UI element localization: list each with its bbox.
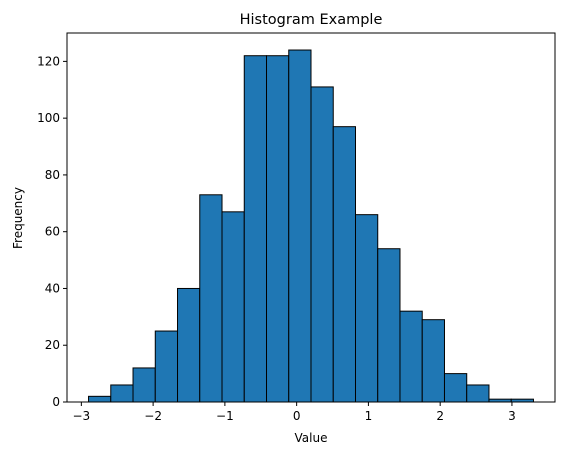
- histogram-bar: [110, 384, 134, 403]
- histogram-bar: [399, 310, 423, 403]
- x-tick-label: −3: [73, 409, 91, 423]
- x-axis-label: Value: [295, 431, 328, 445]
- histogram-bar: [266, 55, 290, 403]
- y-tick-label: 120: [37, 54, 60, 68]
- histogram-bar: [154, 330, 179, 403]
- histogram-bar: [288, 49, 312, 403]
- y-axis-label: Frequency: [11, 187, 25, 249]
- histogram-bar: [466, 384, 490, 403]
- y-tick-label: 60: [45, 225, 60, 239]
- x-tick-label: −2: [144, 409, 162, 423]
- y-tick-label: 20: [45, 338, 60, 352]
- histogram-bar: [177, 287, 201, 403]
- x-tick-label: 3: [508, 409, 516, 423]
- x-tick-label: 2: [436, 409, 444, 423]
- y-tick-label: 40: [45, 281, 60, 295]
- bars-group: [88, 49, 534, 403]
- histogram-bar: [421, 319, 445, 403]
- histogram-bar: [332, 126, 356, 403]
- histogram-bar: [243, 55, 268, 403]
- histogram-bar: [310, 86, 334, 403]
- y-tick-label: 100: [37, 111, 60, 125]
- histogram-bar: [199, 194, 223, 403]
- chart-title: Histogram Example: [240, 12, 383, 28]
- plot-frame: [66, 32, 556, 403]
- x-tick-label: 0: [293, 409, 301, 423]
- histogram-bar: [443, 373, 468, 403]
- histogram-bar: [221, 211, 245, 403]
- histogram-bar: [377, 248, 401, 403]
- histogram-bar: [354, 214, 379, 403]
- histogram-bar: [132, 367, 156, 403]
- y-tick-label: 0: [52, 395, 60, 409]
- y-axis-ticks: 0 20 40 60 80 100 120: [37, 54, 67, 409]
- x-tick-label: −1: [216, 409, 234, 423]
- x-axis-ticks: −3 −2 −1 0 1 2 3: [73, 402, 516, 423]
- x-tick-label: 1: [365, 409, 373, 423]
- y-tick-label: 80: [45, 168, 60, 182]
- histogram-bar: [88, 395, 112, 403]
